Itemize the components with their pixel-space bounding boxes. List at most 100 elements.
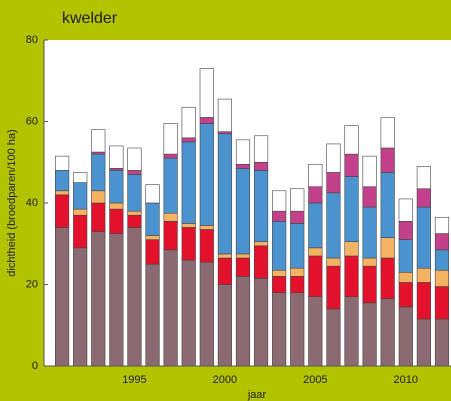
bar-segment [308,202,323,249]
bar-segment [253,135,269,163]
bar-segment [416,282,431,320]
bar-segment [145,184,160,204]
bar-segment [181,137,196,143]
bar-segment [145,263,160,367]
bar-segment [272,269,287,277]
bar-segment [217,133,232,255]
bar-segment [181,227,196,261]
bar-segment [380,237,395,259]
bar-segment [91,129,106,153]
bar-segment [362,155,377,187]
bar-segment [235,168,251,255]
bar-segment [362,257,377,267]
bar-segment [145,202,160,236]
bar-segment [235,257,251,277]
bar-segment [253,170,269,243]
y-tick-label: 60 [26,115,38,127]
bar-segment [398,306,413,367]
bar-segment [380,117,395,149]
bar-segment [109,202,124,210]
x-tick-label: 2010 [394,374,418,386]
bar-segment [163,123,178,155]
bar-segment [199,261,214,367]
bar-segment [272,221,287,271]
bar-segment [217,257,232,285]
x-tick-label: 1995 [122,374,146,386]
bar-segment [127,147,142,171]
chart-title: kwelder [62,10,118,27]
bar-segment [416,166,431,190]
y-tick-label: 20 [26,278,38,290]
bar-segment [181,141,196,224]
bar-segment [91,190,106,204]
bar-segment [398,271,413,283]
bar-segment [362,206,377,259]
x-axis-label: jaar [247,389,267,401]
bar-segment [55,227,70,367]
bar-segment [127,214,142,228]
bar-segment [127,227,142,367]
bar-segment [199,68,214,118]
bar-segment [181,223,196,228]
bar-segment [380,257,395,300]
bar-segment [362,265,377,304]
bar-segment [290,267,305,277]
bar-segment [181,106,196,139]
bar-segment [91,151,106,155]
bar-segment [145,239,160,265]
bar-segment [398,282,413,308]
bar-segment [55,190,70,196]
bar-segment [290,223,305,269]
bar-segment [91,231,106,367]
bar-segment [416,206,431,269]
bar-segment [91,153,106,192]
bar-segment [272,292,287,367]
bar-segment [362,186,377,208]
bar-segment [73,182,88,210]
bar-segment [398,221,413,240]
bar-segment [109,145,124,169]
bar-segment [217,131,232,135]
bar-segment [73,247,88,367]
bar-segment [308,247,323,257]
bar-segment [308,186,323,204]
bar-segment [326,143,341,173]
bar-segment [344,176,359,243]
bar-segment [109,170,124,204]
y-tick-label: 40 [26,197,38,209]
bar-segment [434,318,450,367]
bar-segment [199,229,214,263]
bar-segment [127,170,142,175]
bar-segment [145,235,160,240]
bar-segment [163,153,178,159]
bar-segment [181,259,196,367]
bar-segment [416,318,431,367]
bar-segment [290,210,305,224]
bar-segment [163,212,178,222]
bar-segment [199,117,214,124]
bar-segment [73,214,88,249]
bar-segment [73,208,88,216]
bar-segment [91,202,106,232]
bar-segment [416,188,431,208]
bar-segment [109,233,124,367]
bar-segment [163,221,178,251]
bar-segment [217,98,232,132]
bar-segment [308,296,323,367]
bar-segment [398,198,413,222]
bar-segment [235,276,251,367]
x-tick-label: 2005 [303,374,327,386]
y-tick-label: 0 [32,360,38,372]
bar-segment [344,296,359,367]
bar-segment [235,163,251,169]
y-tick-label: 80 [26,34,38,46]
bar-segment [380,147,395,173]
bar-segment [235,253,251,259]
bar-segment [434,233,450,251]
bar-segment [127,210,142,216]
bar-segment [416,267,431,283]
bar-segment [326,172,341,194]
bar-segment [55,170,70,192]
bar-segment [55,155,70,171]
